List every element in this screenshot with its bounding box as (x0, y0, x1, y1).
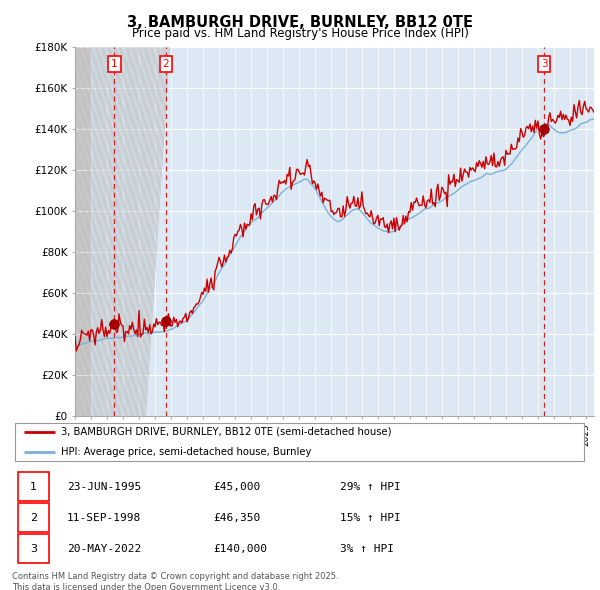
Text: 15% ↑ HPI: 15% ↑ HPI (340, 513, 401, 523)
Text: £45,000: £45,000 (214, 482, 261, 491)
Text: Price paid vs. HM Land Registry's House Price Index (HPI): Price paid vs. HM Land Registry's House … (131, 27, 469, 40)
Text: £46,350: £46,350 (214, 513, 261, 523)
Text: 3, BAMBURGH DRIVE, BURNLEY, BB12 0TE (semi-detached house): 3, BAMBURGH DRIVE, BURNLEY, BB12 0TE (se… (61, 427, 391, 437)
Text: 29% ↑ HPI: 29% ↑ HPI (340, 482, 401, 491)
Text: HPI: Average price, semi-detached house, Burnley: HPI: Average price, semi-detached house,… (61, 447, 311, 457)
Text: 11-SEP-1998: 11-SEP-1998 (67, 513, 141, 523)
Text: Contains HM Land Registry data © Crown copyright and database right 2025.
This d: Contains HM Land Registry data © Crown c… (12, 572, 338, 590)
Text: 2: 2 (163, 59, 169, 69)
Bar (75, 47, 91, 416)
FancyBboxPatch shape (18, 535, 49, 563)
Text: £140,000: £140,000 (214, 544, 268, 553)
FancyBboxPatch shape (18, 472, 49, 501)
Text: 1: 1 (111, 59, 118, 69)
Text: 3, BAMBURGH DRIVE, BURNLEY, BB12 0TE: 3, BAMBURGH DRIVE, BURNLEY, BB12 0TE (127, 15, 473, 30)
Text: 1: 1 (30, 482, 37, 491)
Text: 3: 3 (541, 59, 547, 69)
FancyBboxPatch shape (18, 503, 49, 532)
Text: 2: 2 (30, 513, 37, 523)
Text: 23-JUN-1995: 23-JUN-1995 (67, 482, 141, 491)
Text: 20-MAY-2022: 20-MAY-2022 (67, 544, 141, 553)
Text: 3% ↑ HPI: 3% ↑ HPI (340, 544, 394, 553)
Text: 3: 3 (30, 544, 37, 553)
FancyBboxPatch shape (15, 423, 584, 461)
